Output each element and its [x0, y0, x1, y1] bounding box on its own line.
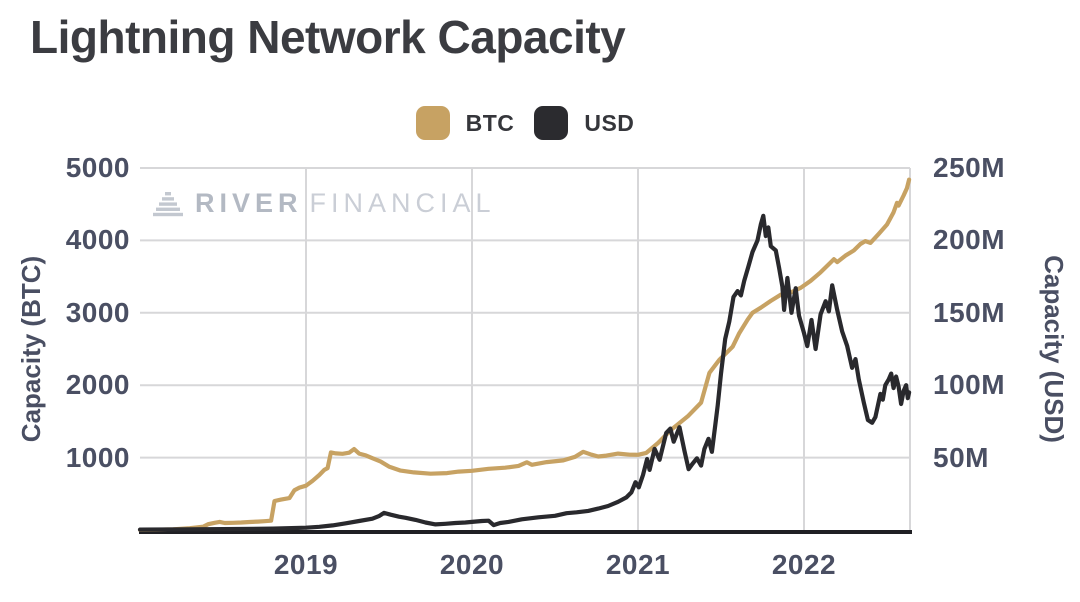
x-axis-tick-2020: 2020 [439, 549, 505, 580]
legend-item-usd[interactable]: USD [534, 106, 634, 140]
y-axis-right-tick-50M: 50M [933, 441, 989, 473]
watermark-brand-bold: RIVER [195, 187, 303, 218]
legend-item-btc[interactable]: BTC [415, 106, 515, 140]
watermark: RIVER FINANCIAL [150, 186, 496, 220]
y-axis-left-tick-5000: 5000 [65, 152, 130, 183]
y-axis-left-tick-2000: 2000 [65, 369, 130, 401]
y-axis-left-tick-1000: 1000 [65, 441, 130, 473]
btc-series-line [137, 177, 912, 532]
legend-label-btc: BTC [465, 109, 515, 136]
y-axis-left-tick-4000: 4000 [65, 224, 130, 256]
x-axis-tick-2022: 2022 [771, 549, 837, 580]
page-title: Lightning Network Capacity [30, 11, 626, 63]
river-logo-icon [153, 192, 183, 217]
x-axis-tick-2021: 2021 [605, 549, 671, 580]
usd-series-line [137, 213, 912, 532]
btc-legend-swatch [415, 106, 450, 140]
y-axis-right-tick-250M: 250M [933, 152, 1006, 183]
legend: BTC USD [140, 103, 910, 143]
y-axis-right-tick-100M: 100M [933, 369, 1006, 401]
x-axis-tick-2019: 2019 [273, 549, 339, 580]
y-axis-right-tick-150M: 150M [933, 296, 1006, 328]
legend-label-usd: USD [584, 109, 635, 136]
y-axis-left-tick-3000: 3000 [65, 296, 130, 328]
y-axis-right-tick-200M: 200M [933, 224, 1006, 256]
usd-legend-swatch [534, 106, 569, 140]
watermark-brand-light: FINANCIAL [309, 187, 496, 218]
